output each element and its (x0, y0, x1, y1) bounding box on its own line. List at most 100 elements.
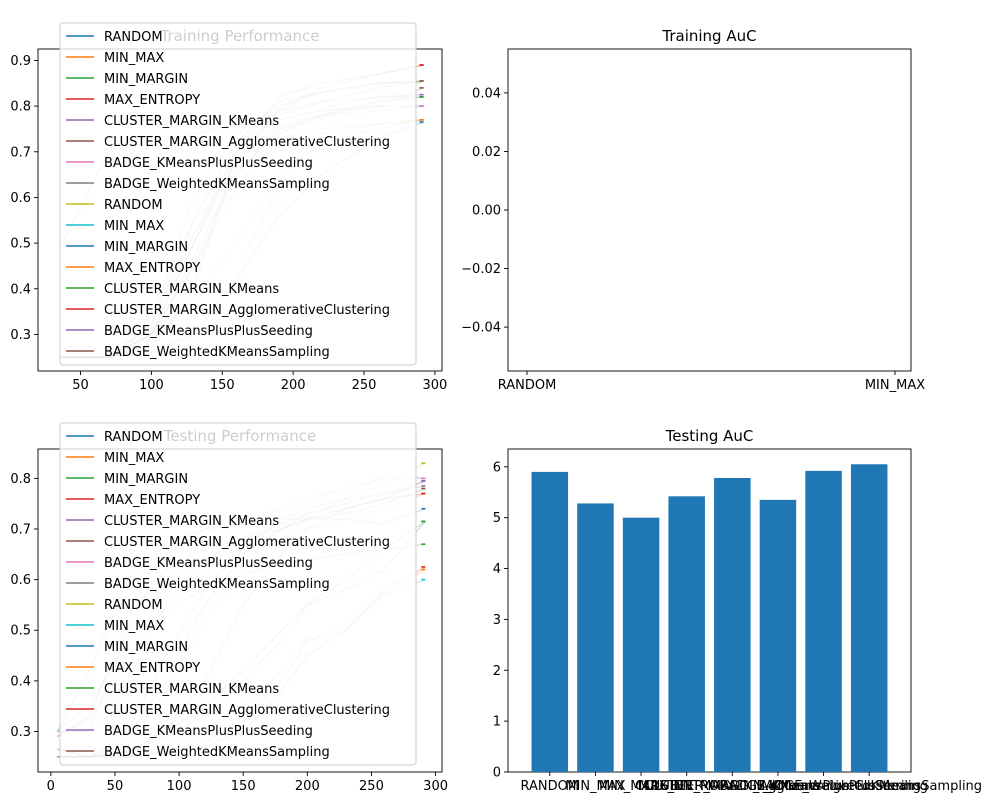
bar (668, 496, 705, 772)
legend-label: MIN_MARGIN (104, 72, 188, 87)
x-tick-label: 150 (231, 779, 256, 794)
bar (531, 471, 569, 772)
legend-box (59, 422, 417, 766)
legend-label: RANDOM (104, 198, 163, 213)
legend-label: BADGE_WeightedKMeansSampling (104, 577, 330, 592)
legend-label: BADGE_WeightedKMeansSampling (104, 345, 330, 360)
x-tick-label: 150 (210, 378, 235, 393)
x-tick-label: 100 (167, 779, 192, 794)
x-tick-label: 50 (72, 378, 89, 393)
chart-title: Training AuC (661, 27, 756, 45)
legend-label: RANDOM (104, 598, 163, 613)
legend-label: CLUSTER_MARGIN_KMeans (104, 114, 279, 129)
x-tick-label: CLUSTER_MARGIN_AgglomerativeClustering (635, 779, 921, 794)
legend-label: MAX_ENTROPY (104, 261, 200, 276)
y-tick-label: 3 (493, 613, 501, 628)
y-tick-label: 0.8 (10, 472, 31, 487)
x-tick-label: 300 (422, 378, 447, 393)
y-tick-label: 0.6 (10, 573, 31, 588)
legend-label: BADGE_KMeansPlusPlusSeeding (104, 156, 313, 171)
bar (759, 499, 797, 772)
y-tick-label: 0.02 (472, 145, 501, 160)
training_performance-group: Training Performance501001502002503000.3… (10, 22, 447, 393)
y-tick-label: 0.8 (10, 100, 31, 115)
x-tick-label: BADGE_WeightedKMeansSampling (756, 779, 982, 794)
y-tick-label: 0.7 (10, 522, 31, 537)
legend-label: RANDOM (104, 30, 163, 45)
legend-label: BADGE_WeightedKMeansSampling (104, 745, 330, 760)
legend-label: MAX_ENTROPY (104, 93, 200, 108)
bar (805, 470, 842, 772)
x-tick-label: MIN_MARGIN (599, 779, 683, 794)
bar (622, 517, 660, 772)
legend-label: MAX_ENTROPY (104, 493, 200, 508)
testing_performance-group: Testing Performance0501001502002503000.3… (10, 422, 448, 794)
x-tick-label: 250 (359, 779, 384, 794)
x-tick-label: RANDOM (521, 779, 580, 794)
legend-label: CLUSTER_MARGIN_KMeans (104, 514, 279, 529)
x-tick-label: 200 (281, 378, 306, 393)
x-tick-label: 250 (352, 378, 377, 393)
training_auc-group: Training AuC RANDOM MIN_MAX −0.04 −0.02 0.00 0… (461, 27, 925, 393)
y-tick-label: 0.3 (10, 328, 31, 343)
legend-label: CLUSTER_MARGIN_KMeans (104, 682, 279, 697)
bar (714, 477, 751, 772)
legend-label: CLUSTER_MARGIN_KMeans (104, 282, 279, 297)
legend-label: MIN_MARGIN (104, 640, 188, 655)
y-tick-label: −0.02 (461, 262, 501, 277)
testing_auc-group: Testing AuC RANDOMMIN_MAXMIN_MARGINMAX_EN… (493, 427, 982, 794)
y-tick-label: 0.5 (10, 237, 31, 252)
legend-label: RANDOM (104, 430, 163, 445)
x-tick-label: 100 (139, 378, 164, 393)
y-tick-label: 0.04 (472, 86, 501, 101)
bar (577, 503, 614, 772)
y-tick-label: 0 (493, 766, 501, 781)
x-tick-label: 50 (107, 779, 124, 794)
y-tick-label: 0.7 (10, 145, 31, 160)
chart-title: Testing AuC (665, 427, 754, 445)
legend-label: MAX_ENTROPY (104, 661, 200, 676)
legend-label: MIN_MAX (104, 51, 164, 66)
x-tick-label: 200 (295, 779, 320, 794)
bar (850, 464, 888, 772)
legend-label: MIN_MARGIN (104, 240, 188, 255)
legend-label: MIN_MAX (104, 619, 164, 634)
y-tick-label: 6 (493, 460, 501, 475)
y-tick-label: 0.5 (10, 624, 31, 639)
legend: RANDOM MIN_MAX MIN_MARGIN MAX_ENTROPY CLUSTE… (59, 422, 417, 766)
legend-label: BADGE_KMeansPlusPlusSeeding (104, 324, 313, 339)
legend-label: MIN_MARGIN (104, 472, 188, 487)
y-tick-label: −0.04 (461, 321, 501, 336)
x-tick-label: 0 (47, 779, 55, 794)
legend-label: CLUSTER_MARGIN_AgglomerativeClustering (104, 135, 390, 150)
y-tick-label: 1 (493, 715, 501, 730)
x-tick-label: MAX_ENTROPY (639, 779, 735, 794)
axes-frame (507, 448, 912, 773)
x-tick-label: BADGE_KMeansPlusPlusSeeding (719, 779, 928, 794)
y-tick-label: 5 (493, 511, 501, 526)
legend-label: CLUSTER_MARGIN_AgglomerativeClustering (104, 703, 390, 718)
y-tick-label: 0.4 (10, 674, 31, 689)
legend-label: MIN_MAX (104, 451, 164, 466)
x-tick-label: RANDOM (498, 378, 557, 393)
legend-label: BADGE_KMeansPlusPlusSeeding (104, 724, 313, 739)
y-tick-label: 0.4 (10, 282, 31, 297)
y-tick-label: 0.3 (10, 725, 31, 740)
legend-label: BADGE_KMeansPlusPlusSeeding (104, 556, 313, 571)
y-tick-label: 4 (493, 562, 501, 577)
legend-label: CLUSTER_MARGIN_AgglomerativeClustering (104, 303, 390, 318)
x-tick-label: MIN_MAX (865, 378, 925, 393)
legend-label: CLUSTER_MARGIN_AgglomerativeClustering (104, 535, 390, 550)
legend-label: MIN_MAX (104, 219, 164, 234)
legend-box (59, 22, 417, 366)
y-tick-label: 0.6 (10, 191, 31, 206)
y-tick-label: 0.9 (10, 54, 31, 69)
x-tick-label: 300 (423, 779, 448, 794)
x-tick-label: CLUSTER_MARGIN_KMeans (645, 779, 820, 794)
y-tick-label: 2 (493, 664, 501, 679)
legend: RANDOM MIN_MAX MIN_MARGIN MAX_ENTROPY CLUSTE… (59, 22, 417, 366)
y-tick-label: 0.00 (472, 204, 501, 219)
legend-label: BADGE_WeightedKMeansSampling (104, 177, 330, 192)
x-tick-label: MIN_MAX (565, 779, 625, 794)
